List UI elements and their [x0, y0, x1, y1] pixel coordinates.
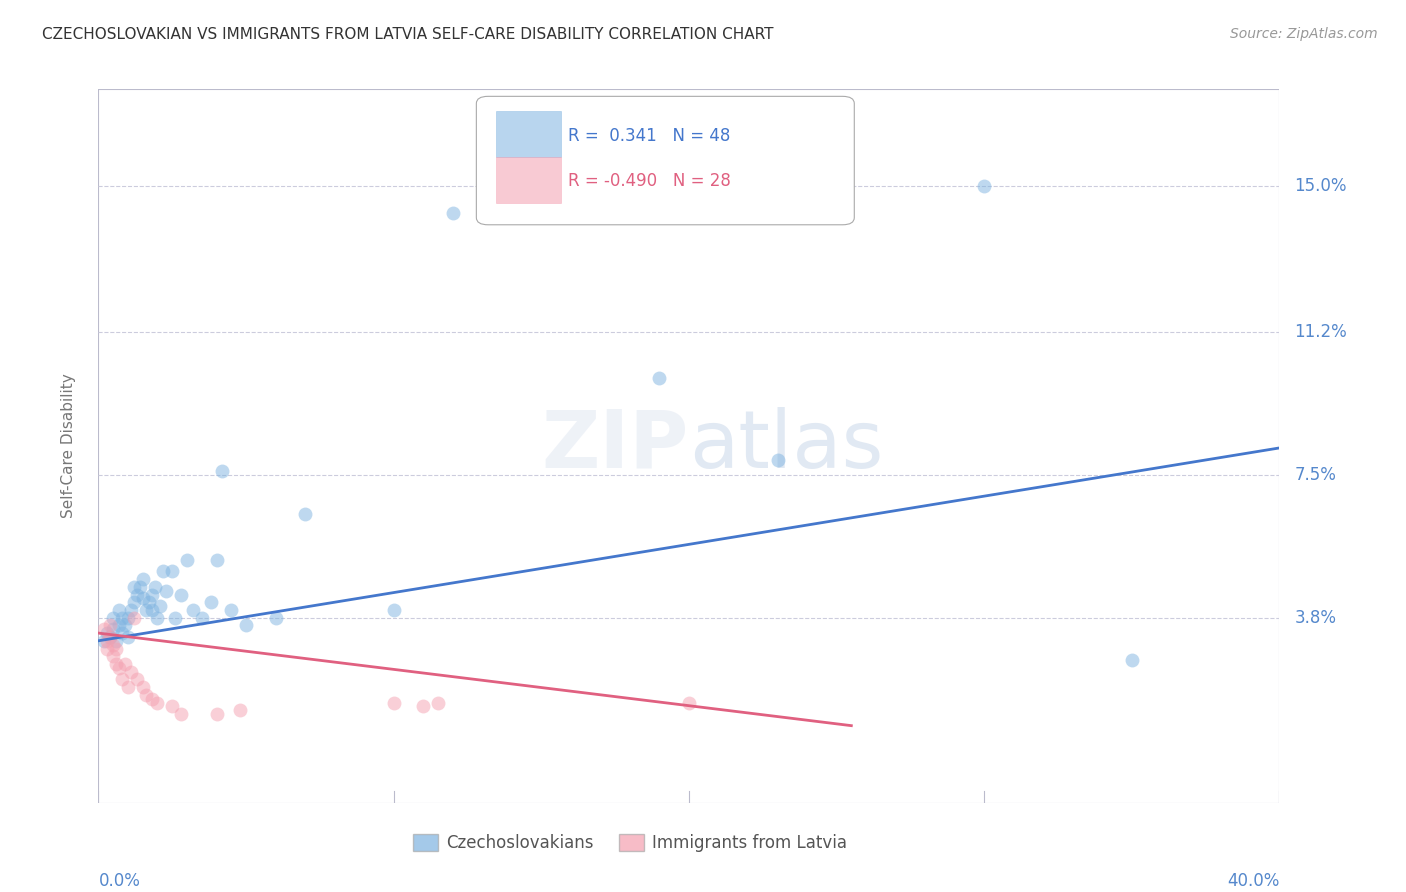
Point: [149, 599, 172, 613]
Point: [98, 618, 121, 632]
Point: [146, 696, 169, 710]
Point: [103, 622, 125, 636]
Text: Source: ZipAtlas.com: Source: ZipAtlas.com: [1230, 27, 1378, 41]
Point: [205, 553, 228, 567]
Point: [162, 699, 183, 714]
Point: [229, 703, 252, 717]
Point: [678, 696, 700, 710]
Text: 15.0%: 15.0%: [1294, 177, 1347, 194]
Text: R =  0.341   N = 48: R = 0.341 N = 48: [568, 127, 731, 145]
Point: [200, 595, 222, 609]
Point: [211, 464, 233, 478]
Point: [294, 507, 316, 521]
Point: [108, 618, 131, 632]
Point: [125, 587, 148, 601]
Point: [122, 580, 145, 594]
FancyBboxPatch shape: [477, 96, 855, 225]
Point: [138, 595, 160, 609]
Point: [135, 688, 157, 702]
Point: [170, 707, 193, 722]
Text: CZECHOSLOVAKIAN VS IMMIGRANTS FROM LATVIA SELF-CARE DISABILITY CORRELATION CHART: CZECHOSLOVAKIAN VS IMMIGRANTS FROM LATVI…: [42, 27, 773, 42]
Point: [191, 610, 214, 624]
Point: [141, 691, 163, 706]
Point: [117, 630, 139, 644]
Point: [766, 452, 789, 467]
Point: [152, 565, 174, 579]
Text: 11.2%: 11.2%: [1294, 323, 1347, 342]
Point: [143, 580, 166, 594]
Text: R = -0.490   N = 28: R = -0.490 N = 28: [568, 171, 731, 189]
Point: [108, 661, 131, 675]
Text: 0.0%: 0.0%: [98, 872, 141, 890]
Point: [93, 633, 115, 648]
Point: [122, 610, 145, 624]
Text: 40.0%: 40.0%: [1227, 872, 1279, 890]
Point: [427, 696, 450, 710]
Point: [96, 633, 118, 648]
Text: 3.8%: 3.8%: [1294, 608, 1336, 627]
Point: [170, 587, 193, 601]
Point: [382, 603, 405, 617]
Point: [235, 618, 257, 632]
Point: [98, 630, 121, 644]
Point: [441, 205, 464, 219]
Point: [973, 178, 995, 193]
Point: [117, 610, 139, 624]
Point: [96, 626, 118, 640]
Point: [132, 591, 155, 606]
Point: [1121, 653, 1143, 667]
Point: [264, 610, 287, 624]
Point: [111, 673, 134, 687]
Point: [382, 696, 405, 710]
Point: [103, 638, 125, 652]
Point: [125, 673, 148, 687]
Point: [120, 665, 142, 679]
Point: [219, 603, 242, 617]
Point: [132, 680, 155, 694]
Text: Self-Care Disability: Self-Care Disability: [62, 374, 76, 518]
Point: [114, 657, 136, 671]
Point: [103, 610, 125, 624]
Point: [155, 583, 177, 598]
Point: [96, 641, 118, 656]
Point: [205, 707, 228, 722]
Point: [141, 587, 163, 601]
Point: [105, 657, 128, 671]
Point: [98, 630, 121, 644]
Point: [111, 626, 134, 640]
Point: [128, 580, 150, 594]
Point: [108, 603, 131, 617]
Point: [176, 553, 198, 567]
Point: [181, 603, 204, 617]
Text: ZIP: ZIP: [541, 407, 689, 485]
Point: [105, 641, 128, 656]
Point: [648, 371, 671, 385]
FancyBboxPatch shape: [496, 157, 561, 203]
Text: 7.5%: 7.5%: [1294, 466, 1336, 484]
Point: [165, 610, 187, 624]
Point: [93, 622, 115, 636]
Point: [146, 610, 169, 624]
Point: [111, 610, 134, 624]
Point: [141, 603, 163, 617]
Text: atlas: atlas: [689, 407, 883, 485]
Point: [412, 699, 434, 714]
Point: [162, 565, 183, 579]
Point: [120, 603, 142, 617]
FancyBboxPatch shape: [496, 111, 561, 157]
Point: [105, 633, 128, 648]
Point: [117, 680, 139, 694]
Point: [114, 618, 136, 632]
Point: [135, 603, 157, 617]
Point: [132, 572, 155, 586]
Point: [122, 595, 145, 609]
Legend: Czechoslovakians, Immigrants from Latvia: Czechoslovakians, Immigrants from Latvia: [406, 827, 853, 859]
Point: [103, 649, 125, 664]
